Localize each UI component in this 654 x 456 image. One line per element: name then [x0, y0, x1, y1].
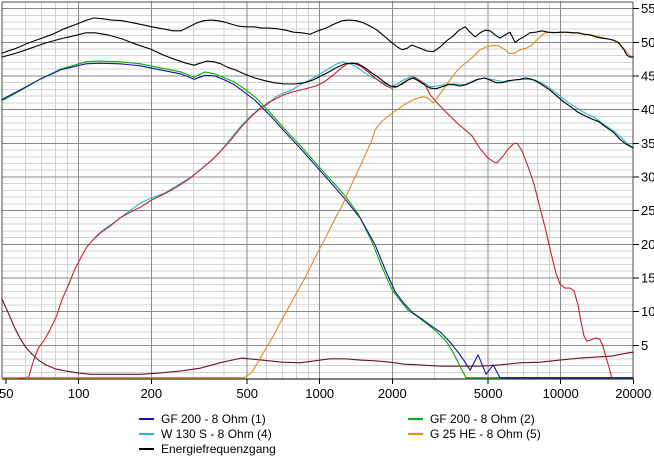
y-tick-label: 20 — [641, 237, 654, 252]
y-tick-label: 40 — [641, 102, 654, 117]
y-tick-label: 10 — [641, 304, 654, 319]
legend-swatch-energiefrequenzgang — [139, 447, 154, 450]
curve-gf200-2 — [1, 60, 634, 379]
legend-item-gf200-1: GF 200 - 8 Ohm (1) — [139, 411, 266, 426]
x-tick-label: 2000 — [378, 386, 407, 401]
x-tick-label: 50 — [0, 386, 13, 401]
x-tick-label: 1000 — [305, 386, 334, 401]
x-tick-label: 500 — [236, 386, 258, 401]
curve-red-unlabeled — [17, 62, 613, 379]
x-tick-label: 200 — [140, 386, 162, 401]
curve-gf200-1 — [1, 62, 634, 379]
curve-g25he-5 — [1, 31, 634, 379]
legend-swatch-gf200-2 — [408, 417, 423, 420]
y-tick-label: 50 — [641, 35, 654, 50]
legend-swatch-gf200-1 — [139, 417, 154, 420]
legend-swatch-w130s-4 — [139, 432, 154, 435]
y-tick-label: 15 — [641, 271, 654, 286]
x-tick-label: 20000 — [615, 386, 651, 401]
legend-label-gf200-1: GF 200 - 8 Ohm (1) — [161, 411, 266, 426]
curve-energiefrequenzgang — [1, 32, 634, 149]
legend-label-gf200-2: GF 200 - 8 Ohm (2) — [430, 411, 535, 426]
x-tick-label: 5000 — [474, 386, 503, 401]
y-tick-label: 25 — [641, 203, 654, 218]
legend-label-energiefrequenzgang: Energiefrequenzgang — [161, 441, 276, 456]
curve-black-upper-unlabeled — [1, 17, 634, 58]
y-tick-label: 30 — [641, 170, 654, 185]
curve-dark-red-unlabeled — [1, 298, 634, 375]
y-tick-label: 45 — [641, 68, 654, 83]
legend-item-w130s-4: W 130 S - 8 Ohm (4) — [139, 426, 272, 441]
x-tick-label: 100 — [68, 386, 90, 401]
y-tick-label: 55 — [641, 1, 654, 16]
y-tick-label: 5 — [641, 338, 648, 353]
legend-item-g25he-5: G 25 HE - 8 Ohm (5) — [408, 426, 541, 441]
legend-label-w130s-4: W 130 S - 8 Ohm (4) — [161, 426, 272, 441]
legend-swatch-g25he-5 — [408, 432, 423, 435]
x-tick-label: 10000 — [543, 386, 579, 401]
y-tick-label: 35 — [641, 136, 654, 151]
legend-item-gf200-2: GF 200 - 8 Ohm (2) — [408, 411, 535, 426]
legend-item-energiefrequenzgang: Energiefrequenzgang — [139, 441, 276, 456]
legend-label-g25he-5: G 25 HE - 8 Ohm (5) — [430, 426, 541, 441]
